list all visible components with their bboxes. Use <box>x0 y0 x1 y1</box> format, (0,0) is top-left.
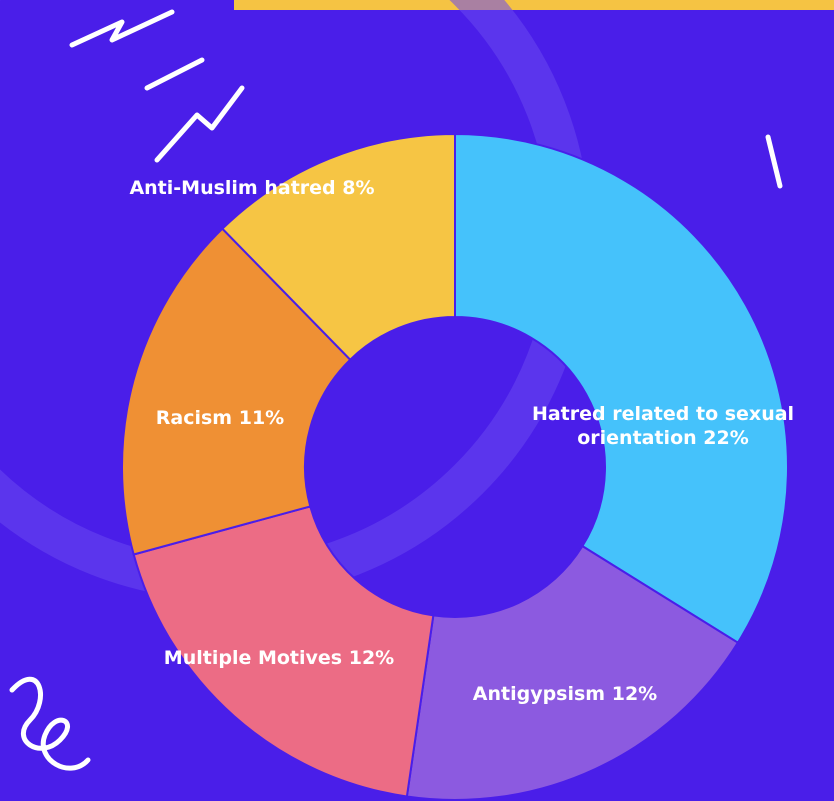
value-label: 22% <box>703 427 748 449</box>
slice-label: Antigypsism 12% <box>435 682 695 706</box>
category-label: Hatred related to sexual orientation <box>532 403 794 449</box>
donut-slice <box>455 134 788 643</box>
value-label: 12% <box>349 647 394 669</box>
page: (() => { const data = JSON.parse(documen… <box>0 0 834 801</box>
squiggle <box>12 679 88 768</box>
category-label: Multiple Motives <box>164 647 342 669</box>
value-label: 12% <box>612 683 657 705</box>
slice-label: Hatred related to sexual orientation 22% <box>493 402 833 450</box>
top-bar <box>234 0 834 10</box>
squiggle <box>147 60 202 88</box>
squiggle <box>72 12 172 45</box>
squiggle <box>768 137 780 186</box>
slice-label: Anti-Muslim hatred 8% <box>82 176 422 200</box>
chart <box>0 0 834 801</box>
value-label: 8% <box>342 177 374 199</box>
slice-label: Multiple Motives 12% <box>159 646 399 670</box>
category-label: Anti-Muslim hatred <box>129 177 335 199</box>
slice-label: Racism 11% <box>120 406 320 430</box>
squiggle <box>157 88 242 160</box>
value-label: 11% <box>239 407 284 429</box>
category-label: Racism <box>156 407 232 429</box>
category-label: Antigypsism <box>473 683 605 705</box>
